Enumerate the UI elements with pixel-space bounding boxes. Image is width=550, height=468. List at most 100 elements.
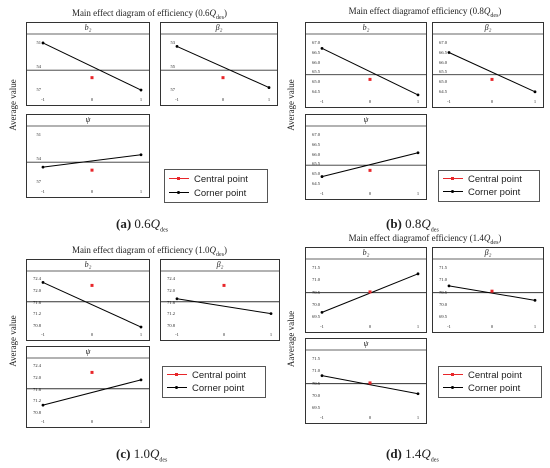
panel-plot bbox=[27, 270, 149, 329]
y-tick-label: 71.5 bbox=[439, 264, 447, 270]
central-point bbox=[90, 283, 94, 287]
x-tick-label: 1 bbox=[269, 332, 273, 337]
figure-caption: (d) 1.4Qdes bbox=[386, 446, 439, 464]
y-tick-label: 72.0 bbox=[33, 374, 41, 380]
y-tick-label: 70.5 bbox=[312, 289, 320, 295]
figure-title: Main effect diagramof efficiency (1.4Qde… bbox=[348, 233, 502, 246]
corner-point bbox=[447, 51, 451, 54]
panel-plot bbox=[433, 33, 543, 94]
corner-point bbox=[175, 45, 179, 48]
x-tick-label: -1 bbox=[320, 191, 324, 196]
panel-factor-label: b₂ bbox=[362, 23, 370, 32]
y-tick-label: 54 bbox=[36, 63, 42, 69]
corner-point bbox=[447, 284, 451, 288]
panel-a-2: ψ 51 54 57 -1 0 1 bbox=[26, 114, 150, 198]
corner-point-symbol bbox=[169, 188, 189, 198]
corner-point bbox=[41, 281, 45, 284]
x-tick-label: -1 bbox=[447, 99, 451, 104]
y-tick-label: 71.0 bbox=[312, 368, 320, 374]
y-tick-label: 57 bbox=[36, 179, 42, 185]
panel-plot bbox=[27, 33, 149, 92]
corner-point-line bbox=[448, 52, 536, 93]
panel-c-2: ψ 72.4 72.0 71.6 71.2 70.8 -1 0 1 bbox=[26, 346, 150, 428]
central-point bbox=[368, 381, 372, 385]
panel-factor-label: ψ bbox=[85, 115, 91, 124]
panel-a-0: b₂ 51 54 57 -1 0 1 bbox=[26, 22, 150, 106]
panel-plot bbox=[27, 357, 149, 407]
x-tick-label: 1 bbox=[416, 415, 420, 420]
y-tick-label: 64.5 bbox=[312, 89, 320, 95]
y-tick-label: 55 bbox=[170, 63, 176, 69]
y-tick-label: 71.5 bbox=[312, 264, 320, 270]
y-tick-label: 53 bbox=[170, 39, 176, 45]
panel-plot bbox=[306, 33, 426, 97]
y-tick-label: 69.5 bbox=[312, 314, 320, 320]
y-tick-label: 71.2 bbox=[33, 311, 41, 317]
x-tick-label: 1 bbox=[139, 419, 143, 424]
x-tick-label: -1 bbox=[175, 97, 179, 102]
x-tick-label: 1 bbox=[416, 99, 420, 104]
y-tick-label: 72.4 bbox=[167, 276, 175, 282]
panel-a-1: β₂ 53 55 57 -1 0 1 bbox=[160, 22, 278, 106]
corner-point-line bbox=[42, 42, 142, 91]
y-tick-label: 57 bbox=[36, 87, 42, 93]
corner-point-line bbox=[42, 379, 142, 406]
legend: Central point Corner point bbox=[438, 366, 542, 398]
y-axis-label: Average value bbox=[8, 79, 18, 131]
central-point bbox=[368, 290, 372, 294]
y-tick-label: 69.5 bbox=[312, 405, 320, 411]
x-tick-label: -1 bbox=[41, 97, 45, 102]
y-axis-label: Average value bbox=[8, 315, 18, 367]
y-tick-label: 54 bbox=[36, 155, 42, 161]
x-tick-label: 0 bbox=[490, 99, 494, 104]
legend: Central point Corner point bbox=[438, 170, 540, 202]
central-point bbox=[490, 77, 494, 81]
y-tick-label: 67.0 bbox=[312, 39, 320, 45]
corner-point bbox=[533, 90, 537, 94]
y-tick-label: 65.5 bbox=[439, 69, 447, 75]
corner-point bbox=[320, 374, 324, 378]
panel-factor-label: ψ bbox=[363, 339, 369, 348]
y-tick-label: 66.0 bbox=[312, 59, 320, 65]
y-tick-label: 70.8 bbox=[33, 322, 41, 328]
x-tick-label: 0 bbox=[222, 332, 226, 337]
corner-point-line bbox=[321, 47, 419, 96]
y-tick-label: 71.0 bbox=[312, 277, 320, 283]
y-tick-label: 72.4 bbox=[33, 276, 41, 282]
y-tick-label: 64.5 bbox=[439, 89, 447, 95]
panel-d-0: b₂ 71.5 71.0 70.5 70.0 69.5 -1 0 1 bbox=[305, 247, 427, 333]
central-point bbox=[368, 77, 372, 81]
corner-point bbox=[139, 88, 143, 92]
x-tick-label: 1 bbox=[416, 324, 420, 329]
y-tick-label: 71.2 bbox=[33, 398, 41, 404]
y-tick-label: 66.5 bbox=[312, 141, 320, 147]
corner-point bbox=[416, 151, 420, 155]
corner-point bbox=[269, 312, 273, 316]
central-point bbox=[490, 289, 494, 293]
legend-corner: Corner point bbox=[443, 382, 520, 394]
x-tick-label: 1 bbox=[533, 324, 537, 329]
panel-factor-label: b₂ bbox=[84, 23, 92, 32]
y-tick-label: 70.0 bbox=[439, 301, 447, 307]
y-tick-label: 72.0 bbox=[33, 287, 41, 293]
y-tick-label: 66.5 bbox=[312, 49, 320, 55]
x-tick-label: 0 bbox=[90, 419, 94, 424]
y-tick-label: 66.5 bbox=[439, 49, 447, 55]
panel-plot bbox=[433, 258, 543, 302]
corner-point bbox=[41, 165, 45, 169]
corner-point-line bbox=[176, 298, 272, 315]
corner-point bbox=[320, 310, 324, 314]
corner-point bbox=[533, 298, 537, 302]
legend-corner: Corner point bbox=[443, 186, 520, 198]
central-point-symbol bbox=[167, 370, 187, 380]
x-tick-label: 1 bbox=[416, 191, 420, 196]
panel-c-1: β₂ 72.4 72.0 71.6 71.2 70.8 -1 0 1 bbox=[160, 259, 280, 341]
x-tick-label: 0 bbox=[368, 99, 372, 104]
corner-point bbox=[41, 403, 45, 407]
corner-point bbox=[267, 86, 271, 89]
figure-title: Main effect diagram of efficiency (1.0Qd… bbox=[71, 245, 228, 258]
corner-point bbox=[41, 41, 45, 45]
x-tick-label: -1 bbox=[41, 419, 45, 424]
corner-point-symbol bbox=[167, 383, 187, 393]
corner-point bbox=[139, 153, 143, 157]
